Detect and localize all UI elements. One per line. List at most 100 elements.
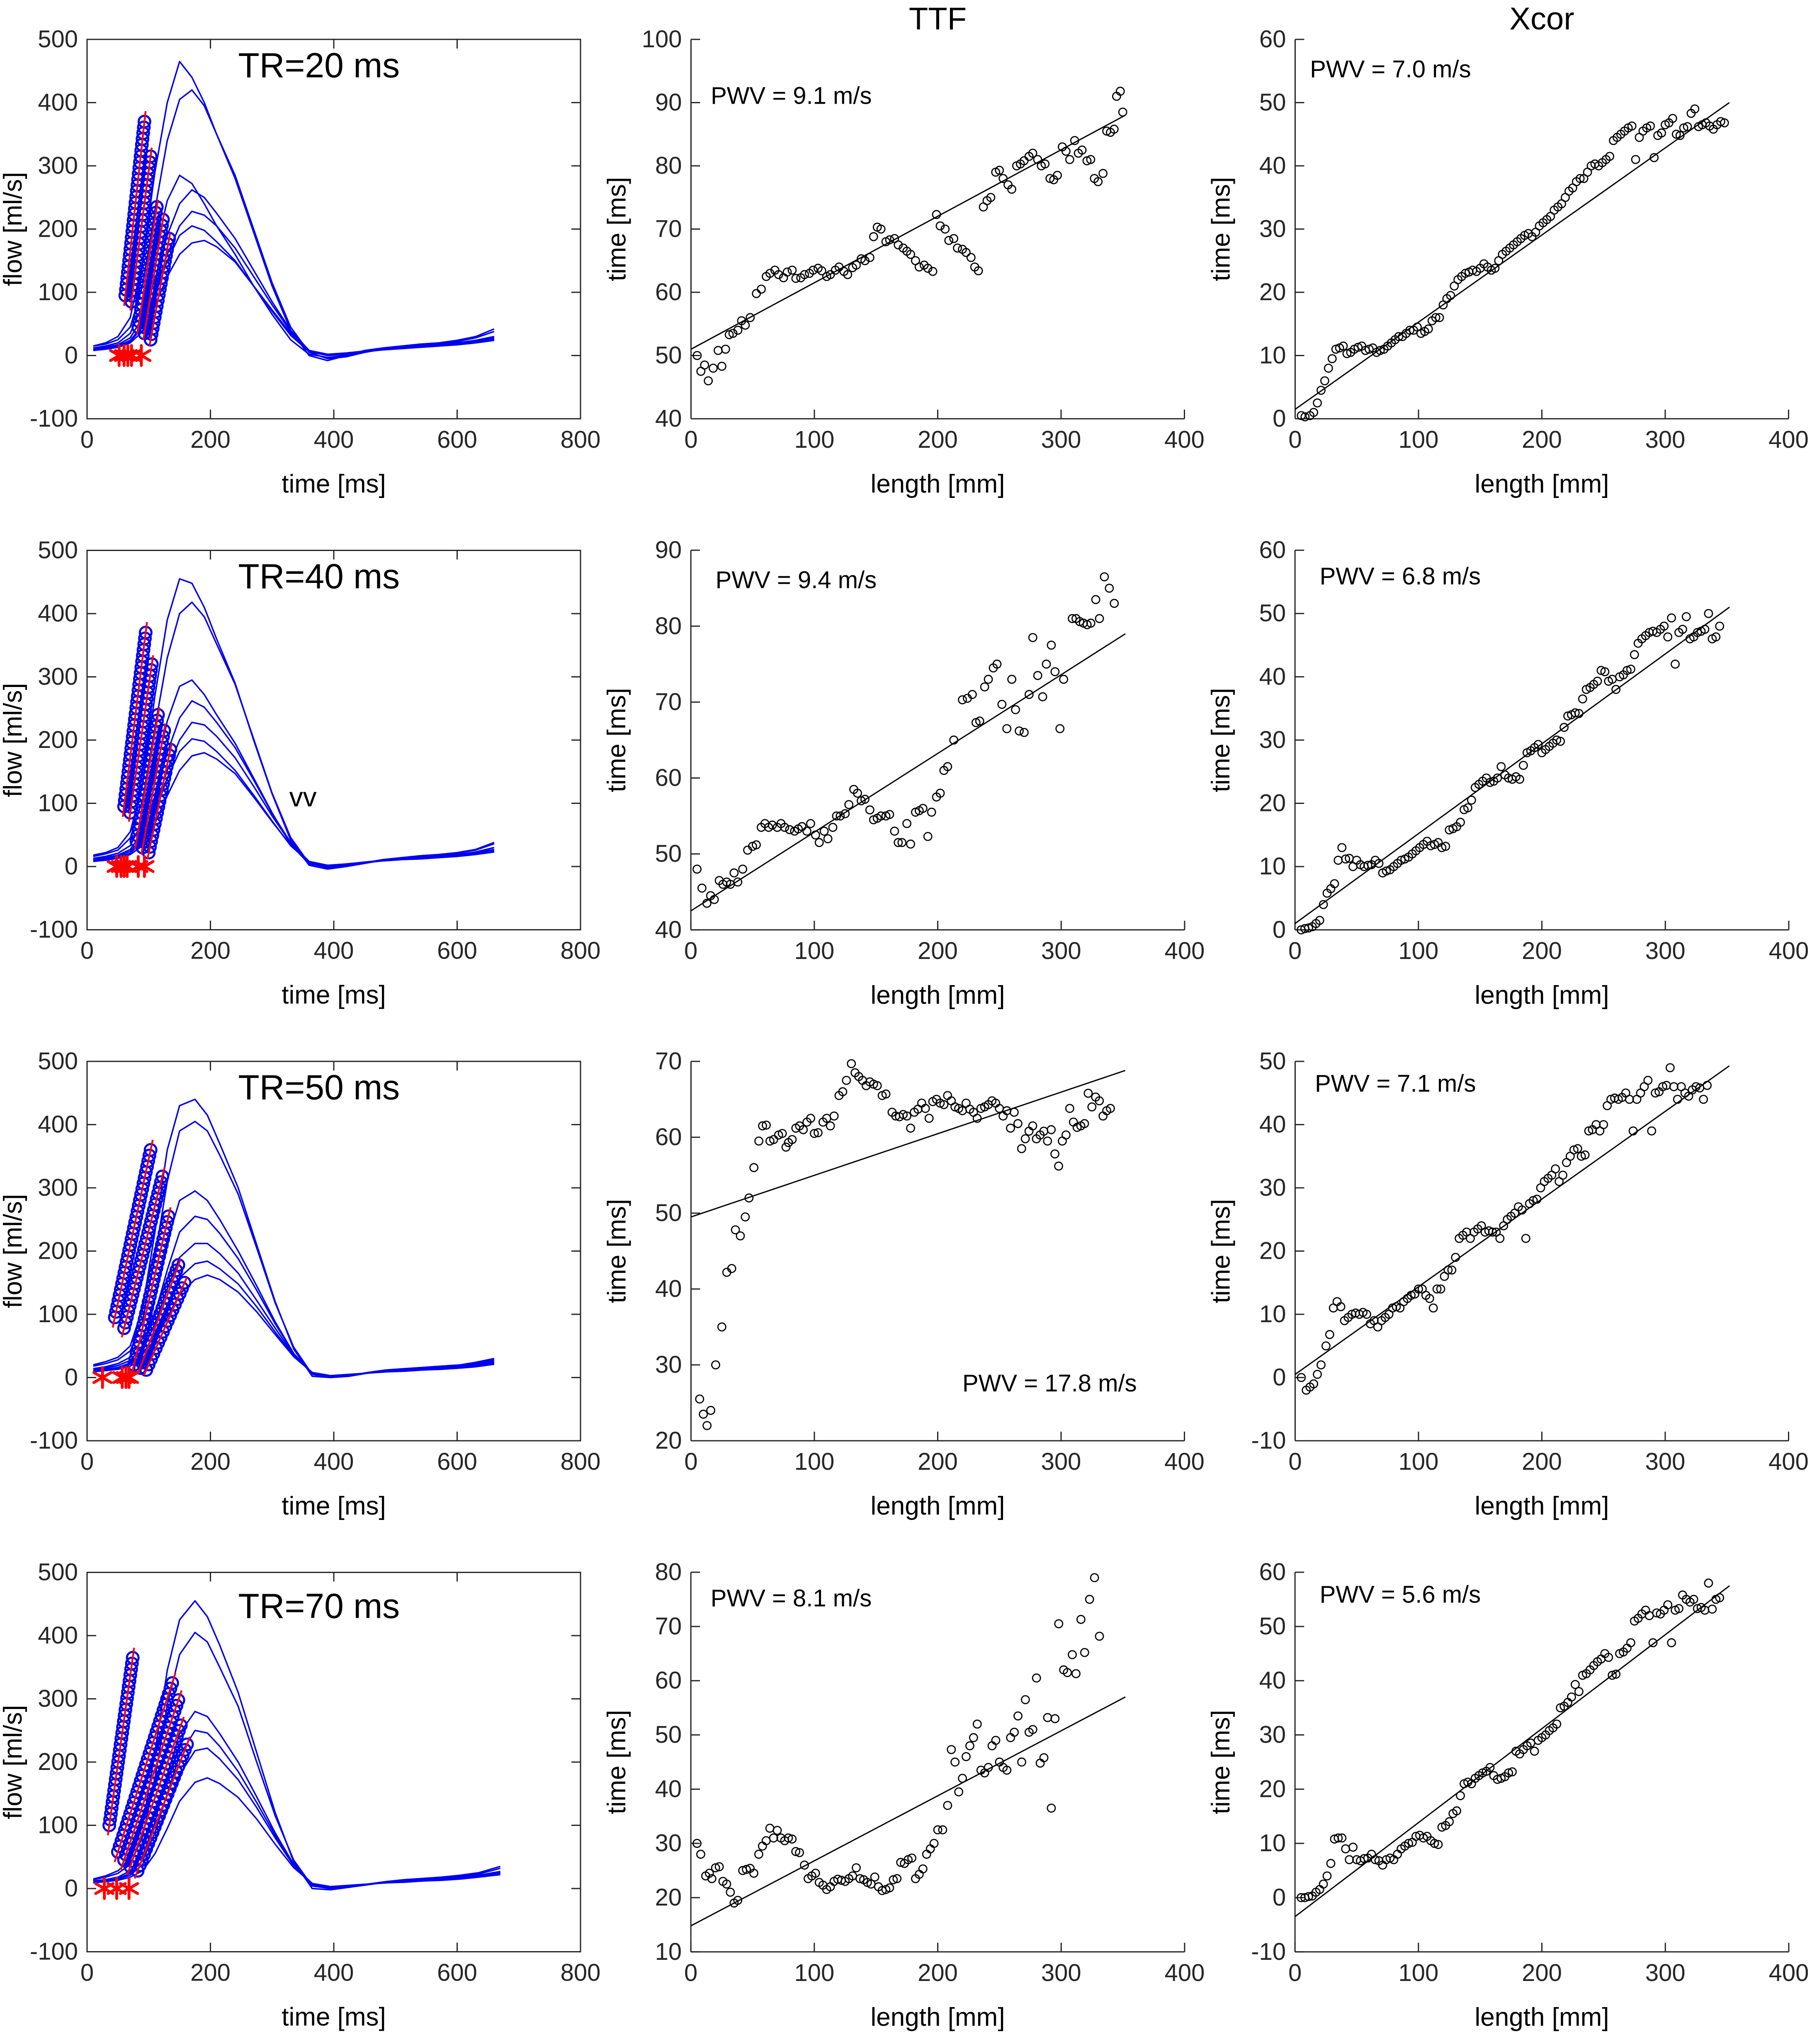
y-tick-label: 60 <box>655 1667 682 1694</box>
x-tick-label: 300 <box>1645 426 1686 453</box>
y-tick-label: 0 <box>1273 916 1286 943</box>
x-tick-label: 400 <box>1165 1959 1205 1986</box>
y-tick-label: 30 <box>655 1351 682 1378</box>
y-tick-label: 50 <box>1259 1048 1286 1075</box>
x-axis-label: length [mm] <box>1475 1492 1609 1520</box>
y-tick-label: 0 <box>65 1875 78 1902</box>
y-tick-label: 100 <box>38 790 78 817</box>
y-tick-label: 40 <box>655 916 682 943</box>
x-axis-label: length [mm] <box>1475 981 1609 1010</box>
x-tick-label: 400 <box>314 937 354 964</box>
y-tick-label: 10 <box>655 1938 682 1965</box>
x-tick-label: 200 <box>190 937 231 964</box>
y-tick-label: 300 <box>38 152 78 179</box>
y-tick-label: 50 <box>1259 1613 1286 1640</box>
x-tick-label: 100 <box>1399 1448 1439 1475</box>
r3c2-canvas: 0 100 200 300 400 20 30 40 50 60 70 length [mm] time… <box>604 1022 1208 1533</box>
scatter-points <box>692 572 1119 908</box>
x-tick-label: 200 <box>1522 426 1562 453</box>
y-axis-label: time [ms] <box>1208 688 1235 792</box>
y-tick-label: 80 <box>655 1558 682 1585</box>
y-tick-label: 40 <box>655 1775 682 1802</box>
plot-background <box>1208 0 1812 511</box>
y-axis-label: time [ms] <box>1208 1199 1236 1303</box>
y-tick-label: -100 <box>30 405 78 432</box>
axes <box>86 39 581 420</box>
y-axis-label: time [ms] <box>604 177 632 281</box>
y-tick-label: 10 <box>1259 1301 1286 1328</box>
y-axis-label: time [ms] <box>604 1710 631 1814</box>
x-tick-label: 0 <box>1288 426 1302 453</box>
red-asterisks <box>92 1366 139 1389</box>
x-tick-label: 200 <box>190 1448 231 1475</box>
y-tick-label: 200 <box>38 1748 78 1775</box>
y-tick-label: 200 <box>38 726 78 753</box>
y-tick-label: 30 <box>1259 726 1286 753</box>
pwv-label: PWV = 6.8 m/s <box>1320 563 1481 590</box>
subplot-r4c1: 0 200 400 600 800 -100 0 100 200 300 400 500 time [m… <box>0 1533 604 2044</box>
x-axis-label: length [mm] <box>1475 470 1609 498</box>
axes <box>1294 1571 1790 1953</box>
subplot-title: TR=40 ms <box>238 557 400 596</box>
y-axis-label: time [ms] <box>604 1199 632 1303</box>
y-tick-label: 500 <box>38 1048 78 1075</box>
subplot-r3c2: 0 100 200 300 400 20 30 40 50 60 70 length [mm] time… <box>604 1022 1208 1533</box>
y-tick-label: 50 <box>1259 89 1286 116</box>
plot-background <box>1208 1533 1812 2044</box>
y-tick-label: 200 <box>38 1238 78 1265</box>
axes <box>1294 549 1790 931</box>
x-tick-label: 400 <box>1768 1448 1809 1475</box>
x-tick-label: 200 <box>918 937 958 964</box>
x-tick-label: 0 <box>80 1959 94 1986</box>
axes <box>690 1571 1185 1953</box>
y-tick-label: 70 <box>655 1613 682 1640</box>
y-tick-label: 30 <box>1259 1721 1286 1748</box>
x-axis-label: length [mm] <box>871 981 1005 1010</box>
x-tick-label: 800 <box>561 426 601 453</box>
streak-fit-lines <box>107 1647 191 1879</box>
fit-line <box>1295 607 1730 924</box>
scatter-points <box>1297 1063 1712 1395</box>
pwv-label: PWV = 8.1 m/s <box>711 1585 872 1612</box>
x-tick-label: 200 <box>1522 937 1562 964</box>
y-tick-label: 50 <box>655 1199 682 1226</box>
x-tick-label: 300 <box>1041 937 1081 964</box>
x-tick-label: 200 <box>918 1448 958 1475</box>
plot-background <box>1208 1022 1812 1533</box>
x-tick-label: 0 <box>1288 937 1302 964</box>
y-tick-label: 40 <box>1259 663 1286 690</box>
subplot-r1c3: 0 100 200 300 400 0 10 20 30 40 50 60 length [mm] tim… <box>1208 0 1812 511</box>
x-tick-label: 300 <box>1041 1448 1081 1475</box>
r2c3-canvas: 0 100 200 300 400 0 10 20 30 40 50 60 length [mm] tim… <box>1208 511 1812 1022</box>
y-tick-label: 300 <box>38 663 78 690</box>
pwv-label: PWV = 9.1 m/s <box>711 83 872 109</box>
x-tick-label: 300 <box>1645 1959 1686 1986</box>
x-tick-label: 0 <box>80 937 94 964</box>
axes <box>86 550 581 930</box>
y-axis-label: flow [ml/s] <box>0 1705 27 1819</box>
y-tick-label: 500 <box>38 26 78 53</box>
y-tick-label: 80 <box>655 152 682 179</box>
subplot-r4c3: 0 100 200 300 400 -10 0 10 20 30 40 50 60 length [mm]… <box>1208 1533 1812 2044</box>
x-tick-label: 0 <box>684 1448 697 1475</box>
y-tick-label: 50 <box>1259 600 1286 627</box>
y-tick-label: 40 <box>655 405 682 432</box>
x-tick-label: 300 <box>1645 1448 1686 1475</box>
x-tick-label: 300 <box>1041 426 1081 453</box>
y-tick-label: 400 <box>38 600 78 627</box>
red-asterisks <box>94 1877 139 1900</box>
x-tick-label: 100 <box>794 426 835 453</box>
r1c2-canvas: 0 100 200 300 400 40 50 60 70 80 90 100 length [mm] t… <box>604 0 1208 511</box>
y-tick-label: 10 <box>1259 853 1286 880</box>
scatter-points <box>1297 1578 1725 1902</box>
y-tick-label: 60 <box>1259 26 1286 53</box>
subplot-r2c2: 0 100 200 300 400 40 50 60 70 80 90 length [mm] time… <box>604 511 1208 1022</box>
x-tick-label: 600 <box>437 426 477 453</box>
y-tick-label: 200 <box>38 216 78 243</box>
scatter-points <box>692 1573 1104 1908</box>
x-tick-label: 200 <box>1522 1448 1562 1475</box>
x-tick-label: 300 <box>1041 1959 1081 1986</box>
y-tick-label: 60 <box>655 765 682 791</box>
x-tick-label: 400 <box>314 426 354 453</box>
